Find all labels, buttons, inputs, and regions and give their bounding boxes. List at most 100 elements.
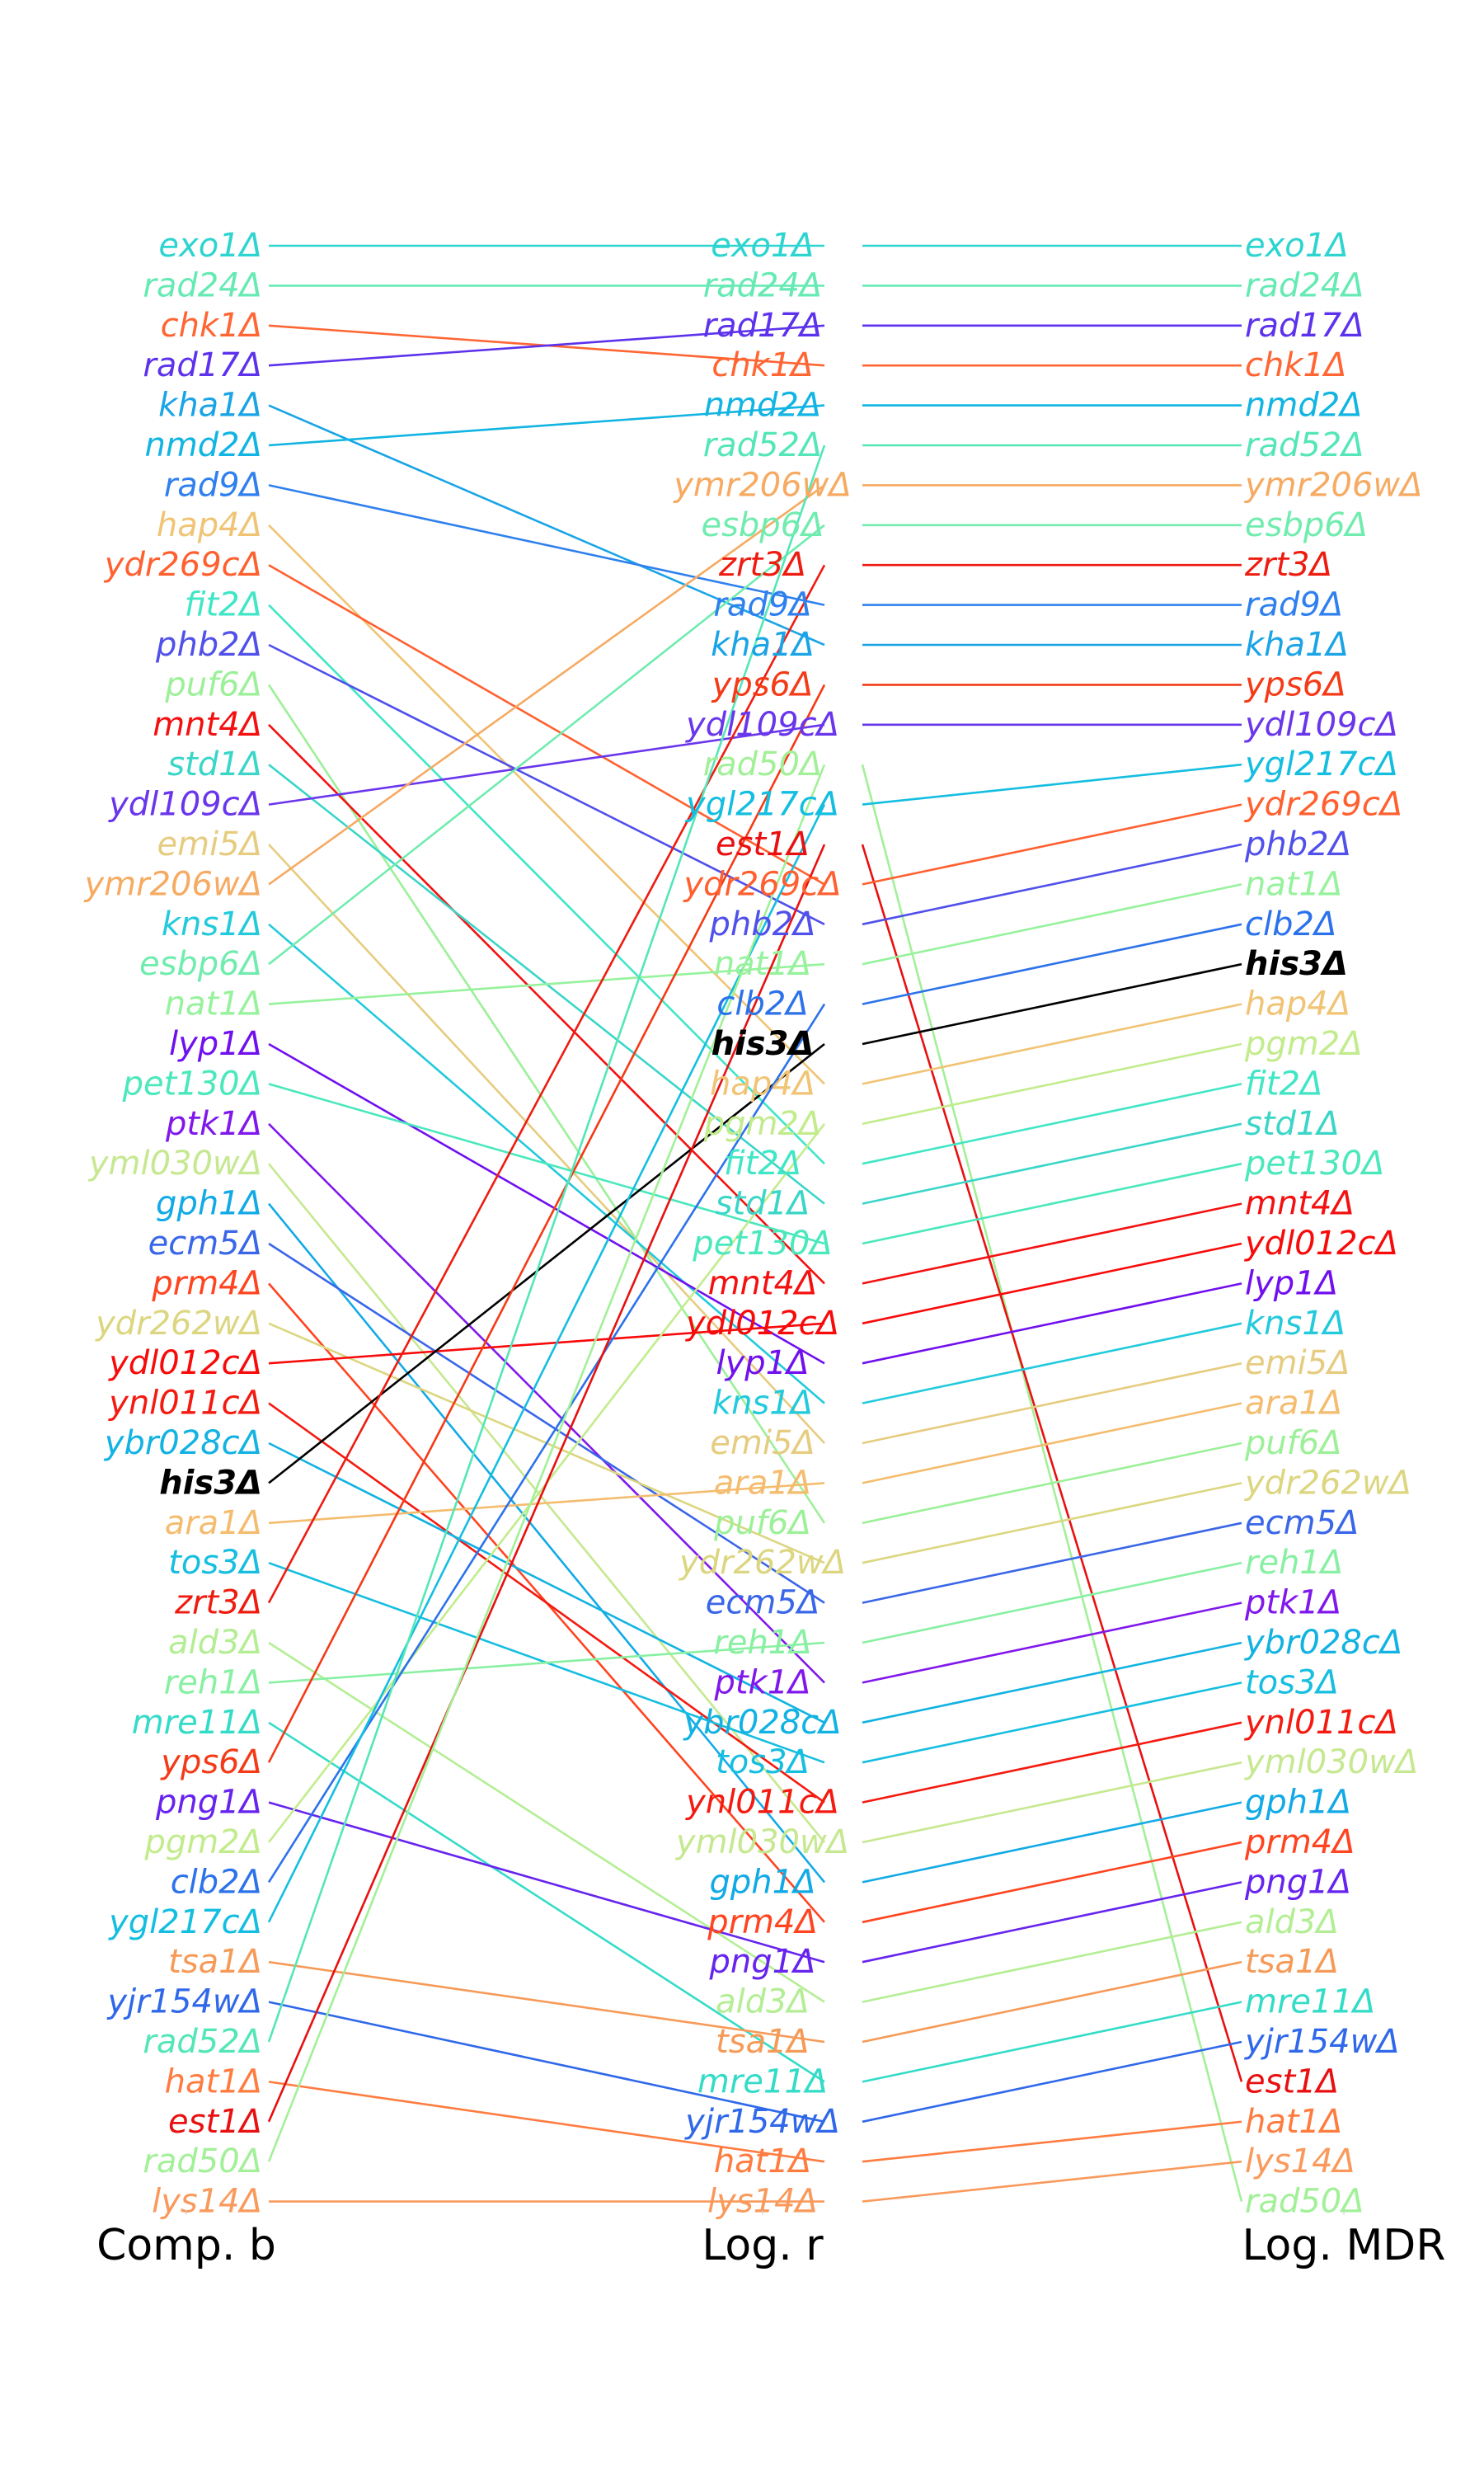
axis-label-1: Log. r [702,2221,824,2270]
connector-phb2-0-1 [268,643,825,925]
gene-label-mre11-col2: mre11Δ [1245,1983,1375,2021]
gene-label-phb2-col2: phb2Δ [1244,825,1351,863]
connector-yjr154w-1-2 [862,2040,1242,2124]
gene-label-esbp6-col0: esbp6Δ [139,945,262,983]
connector-nat1-1-2 [862,883,1242,966]
gene-label-ydl109c-col2: ydl109cΔ [1244,706,1398,744]
connector-yml030w-1-2 [862,1761,1242,1844]
connector-ymr206w-0-1 [268,484,825,886]
gene-label-esbp6-col2: esbp6Δ [1245,506,1368,544]
axis-label-0: Comp. b [96,2221,276,2270]
connector-prm4-1-2 [862,1841,1242,1924]
connector-ara1-0-1 [268,1482,825,1525]
gene-label-exo1-col2: exo1Δ [1245,227,1349,265]
connector-gph1-1-2 [862,1801,1242,1884]
gene-label-nmd2-col0: nmd2Δ [144,426,262,464]
connector-emi5-1-2 [862,1362,1242,1445]
gene-label-phb2-col1: phb2Δ [709,905,816,943]
gene-label-clb2-col0: clb2Δ [171,1863,262,1901]
connector-nat1-0-1 [268,962,825,1005]
gene-label-mre11-col1: mre11Δ [697,2062,828,2100]
connector-puf6-1-2 [862,1442,1242,1525]
connector-ybr028c-0-1 [268,1442,825,1724]
gene-label-his3-col0: his3Δ [159,1464,262,1502]
connector-rad52-0-1 [267,444,826,2043]
connector-kns1-1-2 [862,1322,1242,1404]
gene-label-ydl012c-col2: ydl012cΔ [1244,1225,1398,1263]
gene-label-est1-col1: est1Δ [716,825,810,863]
gene-label-rad17-col0: rad17Δ [143,346,262,384]
connector-reh1-0-1 [268,1641,825,1684]
gene-label-ymr206w-col2: ymr206wΔ [1244,466,1423,504]
gene-label-zrt3-col2: zrt3Δ [1244,546,1332,584]
connector-ecm5-0-1 [268,1242,825,1604]
gene-label-ydr262w-col2: ydr262wΔ [1244,1464,1411,1502]
connector-layer [267,244,1243,2203]
gene-label-rad9-col0: rad9Δ [164,466,262,504]
gene-label-nat1-col2: nat1Δ [1245,865,1342,903]
connector-ynl011c-1-2 [862,1721,1242,1804]
connector-ald3-0-1 [268,1641,825,2003]
gene-label-ald3-col1: ald3Δ [716,1983,810,2021]
gene-label-ymr206w-col1: ymr206wΔ [673,466,852,504]
connector-est1-1-2 [861,844,1243,2082]
gene-label-lys14-col2: lys14Δ [1245,2142,1355,2180]
connector-emi5-0-1 [268,844,825,1444]
gene-label-exo1-col0: exo1Δ [158,227,262,265]
gene-label-pet130-col2: pet130Δ [1244,1145,1384,1183]
gene-label-est1-col0: est1Δ [168,2103,262,2141]
gene-label-ygl217c-col1: ygl217cΔ [685,786,839,824]
gene-label-nat1-col0: nat1Δ [165,985,262,1023]
gene-label-nmd2-col1: nmd2Δ [704,387,822,425]
gene-label-ynl011c-col1: ynl011cΔ [685,1784,839,1822]
gene-label-ecm5-col2: ecm5Δ [1245,1504,1359,1542]
connector-mre11-1-2 [862,2001,1242,2083]
gene-label-std1-col0: std1Δ [167,745,262,783]
connector-ara1-1-2 [862,1402,1242,1484]
gene-label-prm4-col2: prm4Δ [1244,1823,1355,1861]
axis-label-layer: Comp. b Log. r Log. MDR [96,2210,1445,2270]
connector-gph1-0-1 [267,1202,826,1884]
gene-label-ara1-col1: ara1Δ [714,1464,811,1502]
gene-label-yps6-col0: yps6Δ [160,1743,262,1781]
gene-label-mnt4-col1: mnt4Δ [708,1264,818,1302]
connector-ydr262w-1-2 [862,1482,1242,1564]
connector-est1-0-1 [267,844,826,2123]
gene-label-emi5-col1: emi5Δ [710,1424,815,1462]
gene-label-chk1-col1: chk1Δ [711,346,813,384]
connector-png1-0-1 [268,1801,825,1964]
connector-lyp1-1-2 [862,1282,1242,1365]
gene-label-ptk1-col1: ptk1Δ [713,1663,810,1701]
gene-label-reh1-col2: reh1Δ [1245,1544,1343,1582]
gene-label-ynl011c-col0: ynl011cΔ [108,1385,262,1423]
gene-label-puf6-col2: puf6Δ [1244,1424,1342,1462]
connector-ptk1-1-2 [862,1602,1242,1684]
gene-label-ptk1-col0: ptk1Δ [165,1105,262,1143]
gene-label-png1-col2: png1Δ [1244,1863,1351,1901]
gene-label-prm4-col0: prm4Δ [151,1264,262,1302]
gene-label-his3-col1: his3Δ [711,1025,815,1063]
gene-label-mre11-col0: mre11Δ [132,1704,262,1742]
gene-label-hap4-col1: hap4Δ [710,1065,815,1103]
connector-ald3-1-2 [862,1921,1242,2003]
gene-label-est1-col2: est1Δ [1245,2062,1339,2100]
connector-his3-0-1 [268,1042,825,1484]
gene-label-pgm2-col0: pgm2Δ [143,1823,262,1861]
connector-ynl011c-0-1 [268,1402,825,1804]
connector-tos3-1-2 [862,1681,1242,1764]
gene-label-rad17-col1: rad17Δ [703,307,823,345]
connector-reh1-1-2 [862,1561,1242,1644]
gene-label-yjr154w-col0: yjr154wΔ [106,1983,262,2021]
gene-label-ymr206w-col0: ymr206wΔ [83,865,262,903]
gene-label-kns1-col0: kns1Δ [162,905,262,943]
gene-label-ydl109c-col1: ydl109cΔ [685,706,839,744]
gene-label-ecm5-col1: ecm5Δ [706,1584,819,1622]
connector-pet130-0-1 [268,1083,825,1245]
gene-label-fit2-col0: fit2Δ [185,586,262,624]
gene-label-rad24-col2: rad24Δ [1245,266,1364,304]
connector-phb2-1-2 [862,843,1242,926]
gene-label-gph1-col0: gph1Δ [156,1185,262,1223]
gene-label-tos3-col1: tos3Δ [716,1743,810,1781]
